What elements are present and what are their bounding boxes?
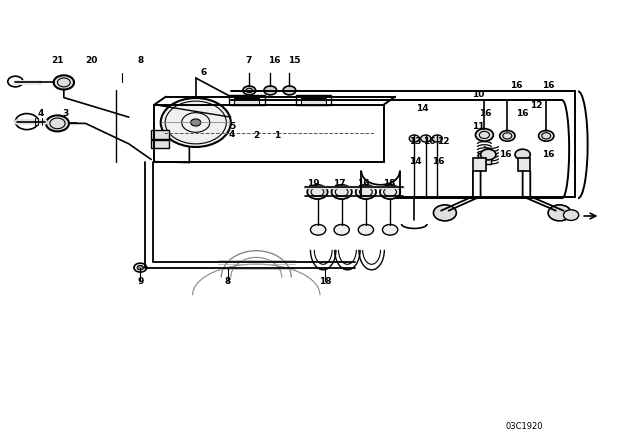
Text: 16: 16 xyxy=(423,137,436,146)
Bar xyxy=(234,98,259,105)
Text: 18: 18 xyxy=(383,180,395,189)
Circle shape xyxy=(356,185,376,199)
Circle shape xyxy=(264,86,276,95)
Text: 14: 14 xyxy=(409,157,422,166)
Circle shape xyxy=(563,210,579,220)
Circle shape xyxy=(432,135,442,142)
Text: 13: 13 xyxy=(410,137,422,146)
Text: 16: 16 xyxy=(516,109,529,118)
Bar xyxy=(151,129,169,138)
Text: 16: 16 xyxy=(542,82,554,90)
Text: 16: 16 xyxy=(432,157,445,166)
Text: 16: 16 xyxy=(268,56,280,65)
Bar xyxy=(296,95,332,105)
Bar xyxy=(518,158,531,172)
Text: 21: 21 xyxy=(51,56,64,65)
Text: 12: 12 xyxy=(531,101,543,110)
Circle shape xyxy=(15,114,38,129)
Circle shape xyxy=(137,265,143,270)
Text: 7: 7 xyxy=(246,56,252,65)
Circle shape xyxy=(334,224,349,235)
Circle shape xyxy=(548,205,571,221)
Text: 3: 3 xyxy=(62,109,68,118)
Text: 17: 17 xyxy=(333,180,346,189)
Circle shape xyxy=(515,149,531,160)
Bar xyxy=(473,158,486,172)
Circle shape xyxy=(54,75,74,90)
Text: 9: 9 xyxy=(137,277,143,286)
Circle shape xyxy=(332,185,352,199)
Text: 10: 10 xyxy=(472,90,484,99)
Text: 16: 16 xyxy=(499,150,511,159)
Circle shape xyxy=(358,224,374,235)
Text: 14: 14 xyxy=(415,104,428,113)
Circle shape xyxy=(310,224,326,235)
Text: 18: 18 xyxy=(319,277,332,286)
Text: 8: 8 xyxy=(225,277,231,286)
Bar xyxy=(229,95,264,105)
Text: 8: 8 xyxy=(137,56,143,65)
Text: 1: 1 xyxy=(273,131,280,140)
Text: 16: 16 xyxy=(479,109,492,118)
Text: 5: 5 xyxy=(229,121,235,130)
Bar xyxy=(151,140,169,148)
Circle shape xyxy=(500,130,515,141)
Circle shape xyxy=(476,129,493,141)
Circle shape xyxy=(481,149,496,160)
Text: 16: 16 xyxy=(510,82,522,90)
Circle shape xyxy=(433,205,456,221)
Text: 15: 15 xyxy=(288,56,301,65)
Circle shape xyxy=(409,135,419,142)
Text: 16: 16 xyxy=(357,180,369,189)
Circle shape xyxy=(539,130,554,141)
Text: 4: 4 xyxy=(229,130,236,139)
Circle shape xyxy=(380,185,400,199)
Text: 11: 11 xyxy=(472,121,484,130)
Circle shape xyxy=(307,185,328,199)
Circle shape xyxy=(283,86,296,95)
Text: 16: 16 xyxy=(542,150,554,159)
Text: 20: 20 xyxy=(86,56,98,65)
Circle shape xyxy=(243,86,255,95)
Bar xyxy=(301,98,326,105)
Circle shape xyxy=(161,98,231,147)
Text: 2: 2 xyxy=(253,131,259,140)
Bar xyxy=(478,153,491,164)
Circle shape xyxy=(46,116,69,131)
Text: 12: 12 xyxy=(437,137,450,146)
Text: 6: 6 xyxy=(201,68,207,77)
Circle shape xyxy=(191,119,201,126)
Circle shape xyxy=(420,135,431,142)
Text: 4: 4 xyxy=(38,109,44,118)
Circle shape xyxy=(383,224,397,235)
Circle shape xyxy=(8,76,23,87)
Text: 19: 19 xyxy=(307,180,320,189)
Text: 03C1920: 03C1920 xyxy=(505,422,543,431)
